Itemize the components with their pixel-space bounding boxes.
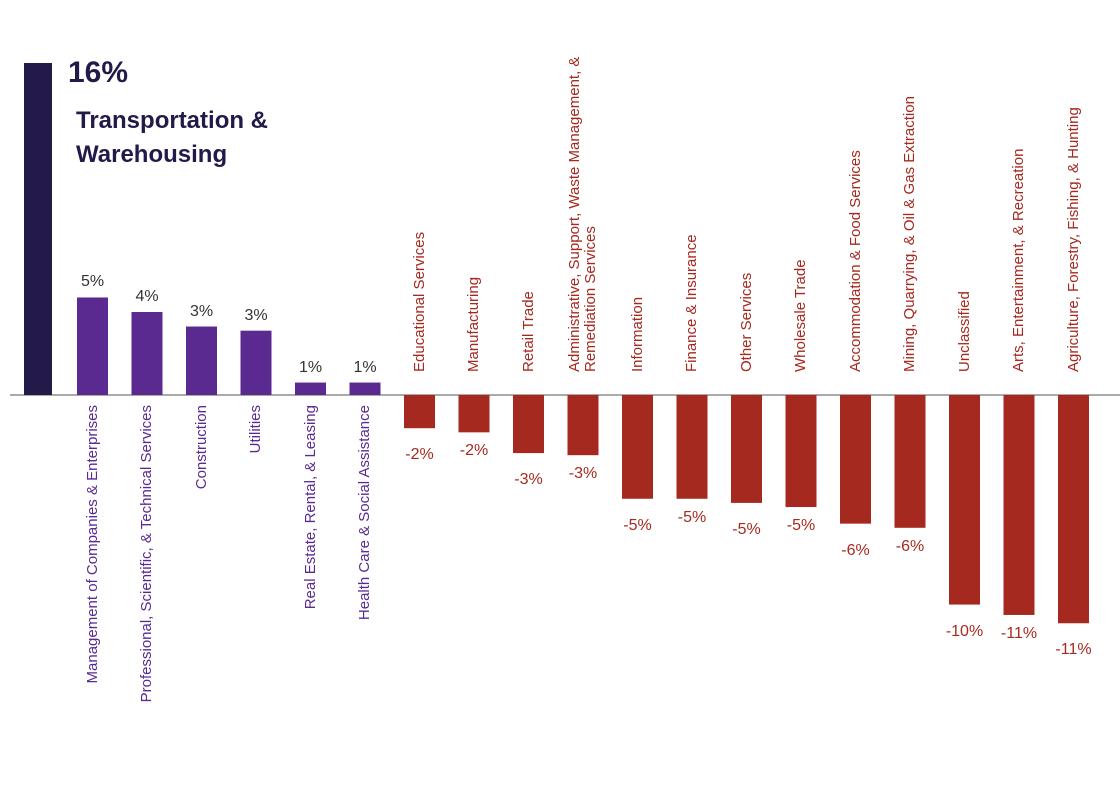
bar [949, 395, 980, 605]
bar [513, 395, 544, 454]
value-label: -11% [1055, 641, 1092, 659]
bar [240, 330, 272, 395]
bar [349, 382, 381, 395]
category-label: Construction [192, 405, 210, 490]
value-label: 5% [80, 273, 105, 291]
value-label: 3% [189, 302, 214, 320]
value-label: 1% [298, 358, 323, 376]
bar [622, 395, 653, 499]
bar [186, 326, 217, 395]
value-label: -10% [945, 622, 984, 640]
category-label: Professional, Scientific, & Technical Se… [138, 405, 155, 703]
category-label: Arts, Entertainment, & Recreation [1010, 148, 1027, 372]
bar [295, 382, 326, 395]
bar [131, 312, 163, 395]
value-label: -6% [895, 537, 925, 555]
category-label: Retail Trade [519, 291, 537, 372]
bar [24, 63, 52, 395]
bar [404, 395, 435, 429]
value-label: 4% [135, 288, 159, 305]
bar [1003, 395, 1035, 615]
category-label: Real Estate, Rental, & Leasing [301, 405, 319, 610]
highlight-category: Transportation & Warehousing [76, 107, 269, 168]
value-label: 3% [244, 306, 268, 324]
value-label: -2% [459, 442, 489, 460]
value-label: -5% [732, 520, 761, 538]
category-label: Wholesale Trade [792, 259, 809, 372]
category-label: Manufacturing [465, 276, 482, 372]
category-label: Educational Services [410, 231, 428, 372]
value-label: -3% [568, 465, 598, 483]
category-label: Health Care & Social Assistance [356, 405, 373, 621]
value-label: -11% [1000, 624, 1038, 642]
bar [567, 395, 599, 456]
category-label: Unclassified [955, 291, 973, 372]
value-label: -5% [786, 517, 816, 535]
bar [731, 395, 762, 503]
value-label: -2% [405, 446, 434, 464]
bar [77, 297, 108, 395]
category-label: Management of Companies & Enterprises [83, 405, 101, 684]
category-label: Administrative, Support, Waste Managemen… [566, 56, 599, 372]
value-label: -5% [677, 508, 707, 526]
bar [458, 395, 490, 433]
value-label: 1% [353, 358, 377, 376]
value-label: -6% [841, 541, 870, 559]
category-label: Finance & Insurance [683, 234, 700, 372]
bar [894, 395, 926, 528]
category-label: Other Services [737, 272, 755, 372]
category-label: Mining, Quarrying, & Oil & Gas Extractio… [901, 96, 918, 372]
category-label: Accommodation & Food Services [846, 150, 864, 372]
highlight-value: 16% [68, 56, 129, 89]
value-label: -3% [514, 471, 543, 489]
category-label: Agriculture, Forestry, Fishing, & Huntin… [1064, 107, 1082, 372]
bar [676, 395, 708, 499]
bar [1058, 395, 1089, 624]
bar [785, 395, 817, 508]
bar [840, 395, 871, 524]
value-label: -5% [623, 516, 652, 534]
category-label: Utilities [247, 405, 264, 454]
category-label: Information [628, 296, 646, 372]
